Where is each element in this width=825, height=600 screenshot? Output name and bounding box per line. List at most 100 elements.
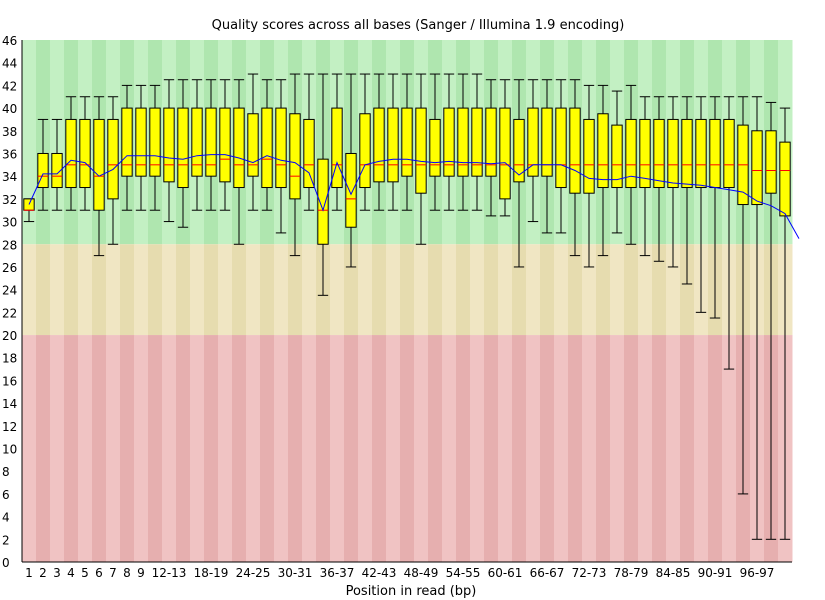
x-tick-labels: 1 2 3 4 5 6 7 8 9 12-13 18-19 24-25 30-31 36-37 42-43 4… (25, 566, 774, 580)
box (149, 107, 161, 177)
box (429, 118, 441, 177)
zone-reasonable-stripe (498, 244, 513, 336)
y-tick-label: 20 (2, 329, 17, 343)
zone-poor-stripe (680, 335, 695, 562)
zone-poor-stripe (400, 335, 415, 562)
y-tick-label: 36 (2, 147, 17, 161)
zone-poor-stripe (484, 335, 499, 562)
box (667, 118, 679, 189)
box (499, 107, 511, 200)
zone-poor-stripe (526, 335, 541, 562)
zone-reasonable-stripe (400, 244, 415, 336)
zone-reasonable-stripe (470, 244, 485, 336)
zone-poor-stripe (512, 335, 527, 562)
box (261, 107, 273, 189)
box (527, 107, 539, 177)
zone-reasonable-stripe (386, 244, 401, 336)
box (555, 107, 567, 189)
zone-poor-stripe (204, 335, 219, 562)
x-tick-label: 60-61 (488, 566, 523, 580)
box (93, 118, 105, 211)
zone-poor-stripe (386, 335, 401, 562)
zone-reasonable-stripe (372, 244, 387, 336)
zone-poor-stripe (274, 335, 289, 562)
zone-reasonable-stripe (456, 244, 471, 336)
zone-reasonable-stripe (36, 244, 51, 336)
zone-poor-stripe (610, 335, 625, 562)
zone-reasonable-stripe (106, 244, 121, 336)
x-tick-label: 54-55 (446, 566, 481, 580)
x-tick-label: 6 (95, 566, 103, 580)
zone-poor-stripe (722, 335, 737, 562)
zone-poor-stripe (22, 335, 37, 562)
zone-poor-stripe (218, 335, 233, 562)
quality-zones (22, 40, 793, 562)
x-tick-label: 66-67 (530, 566, 565, 580)
box (373, 107, 385, 183)
zone-poor-stripe (428, 335, 443, 562)
x-tick-label: 18-19 (194, 566, 229, 580)
y-tick-label: 24 (2, 284, 17, 298)
zone-reasonable-stripe (176, 244, 191, 336)
box (569, 107, 581, 194)
box (457, 107, 469, 177)
zone-poor-stripe (120, 335, 135, 562)
zone-reasonable-stripe (442, 244, 457, 336)
zone-reasonable-stripe (148, 244, 163, 336)
x-tick-label: 48-49 (404, 566, 439, 580)
zone-reasonable-stripe (218, 244, 233, 336)
box (597, 113, 609, 189)
box (51, 152, 63, 189)
zone-reasonable-stripe (288, 244, 303, 336)
box (401, 107, 413, 177)
zone-poor-stripe (232, 335, 247, 562)
zone-reasonable-stripe (50, 244, 65, 336)
box (387, 107, 399, 183)
y-tick-label: 34 (2, 170, 17, 184)
box (107, 118, 119, 200)
zone-reasonable-stripe (92, 244, 107, 336)
zone-poor-stripe (50, 335, 65, 562)
zone-good-stripe (22, 40, 37, 245)
box (583, 118, 595, 194)
zone-reasonable-stripe (22, 244, 37, 336)
zone-reasonable-stripe (526, 244, 541, 336)
y-tick-label: 10 (2, 443, 17, 457)
box (205, 107, 217, 177)
box (303, 118, 315, 189)
box (233, 107, 245, 189)
box (709, 118, 721, 189)
box (779, 141, 791, 217)
chart-title: Quality scores across all bases (Sanger … (212, 18, 625, 33)
zone-poor-stripe (190, 335, 205, 562)
x-tick-label: 12-13 (152, 566, 187, 580)
x-tick-label: 4 (67, 566, 75, 580)
zone-poor-stripe (666, 335, 681, 562)
zone-reasonable-stripe (162, 244, 177, 336)
x-tick-label: 42-43 (362, 566, 397, 580)
zone-reasonable-stripe (680, 244, 695, 336)
box (289, 113, 301, 200)
box (415, 107, 427, 194)
zone-poor-stripe (134, 335, 149, 562)
zone-poor-stripe (148, 335, 163, 562)
zone-poor-stripe (316, 335, 331, 562)
box (37, 152, 49, 189)
box (513, 118, 525, 183)
zone-reasonable-stripe (120, 244, 135, 336)
y-tick-label: 32 (2, 193, 17, 207)
zone-reasonable-stripe (638, 244, 653, 336)
y-tick-label: 38 (2, 125, 17, 139)
x-tick-label: 8 (123, 566, 131, 580)
y-tick-label: 28 (2, 238, 17, 252)
zone-reasonable-stripe (134, 244, 149, 336)
zone-reasonable-stripe (358, 244, 373, 336)
x-tick-label: 36-37 (320, 566, 355, 580)
zone-reasonable-stripe (78, 244, 93, 336)
x-tick-label: 2 (39, 566, 47, 580)
zone-poor-stripe (708, 335, 723, 562)
x-tick-label: 84-85 (656, 566, 691, 580)
box (723, 118, 735, 189)
x-tick-label: 5 (81, 566, 89, 580)
zone-reasonable-stripe (540, 244, 555, 336)
